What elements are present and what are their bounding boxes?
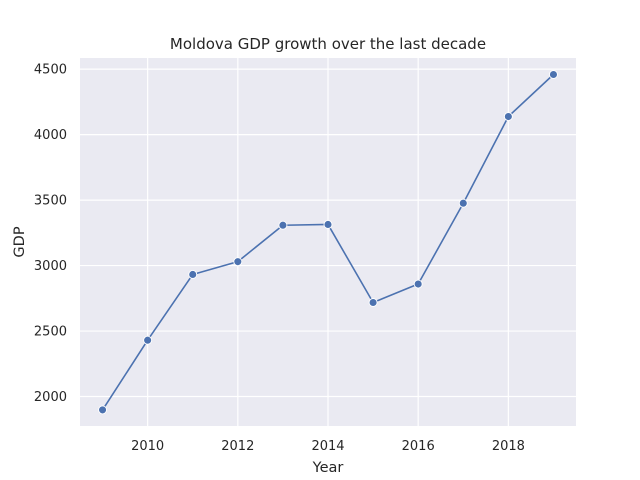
y-tick-labels: 2000 2500 3000 3500 4000 4500 [34, 63, 67, 405]
data-point [188, 270, 198, 279]
y-tick-label: 4500 [34, 63, 67, 78]
y-tick-label: 3500 [34, 194, 67, 209]
chart-title: Moldova GDP growth over the last decade [170, 35, 486, 53]
data-markers [98, 70, 558, 415]
x-tick-label: 2012 [221, 439, 254, 454]
data-point [233, 257, 243, 267]
x-tick-label: 2018 [492, 439, 525, 454]
x-axis-label: Year [312, 460, 344, 476]
y-tick-label: 3000 [34, 259, 67, 274]
y-tick-label: 4000 [34, 128, 67, 143]
y-tick-label: 2500 [34, 325, 67, 340]
data-point [549, 70, 558, 79]
y-grid [80, 68, 576, 398]
data-point [458, 198, 468, 208]
x-tick-label: 2010 [131, 439, 164, 454]
x-grid [147, 58, 509, 426]
data-point [143, 335, 153, 345]
data-point [323, 220, 333, 229]
data-point [98, 405, 107, 415]
data-point [278, 220, 288, 230]
y-tick-label: 2000 [34, 390, 67, 405]
y-axis-label: GDP [12, 226, 28, 257]
x-tick-label: 2016 [402, 439, 435, 454]
data-point [503, 112, 513, 121]
x-tick-labels: 2010 2012 2014 2016 2018 [131, 439, 525, 454]
x-tick-label: 2014 [311, 439, 344, 454]
data-point [368, 298, 378, 307]
data-point [413, 279, 423, 289]
